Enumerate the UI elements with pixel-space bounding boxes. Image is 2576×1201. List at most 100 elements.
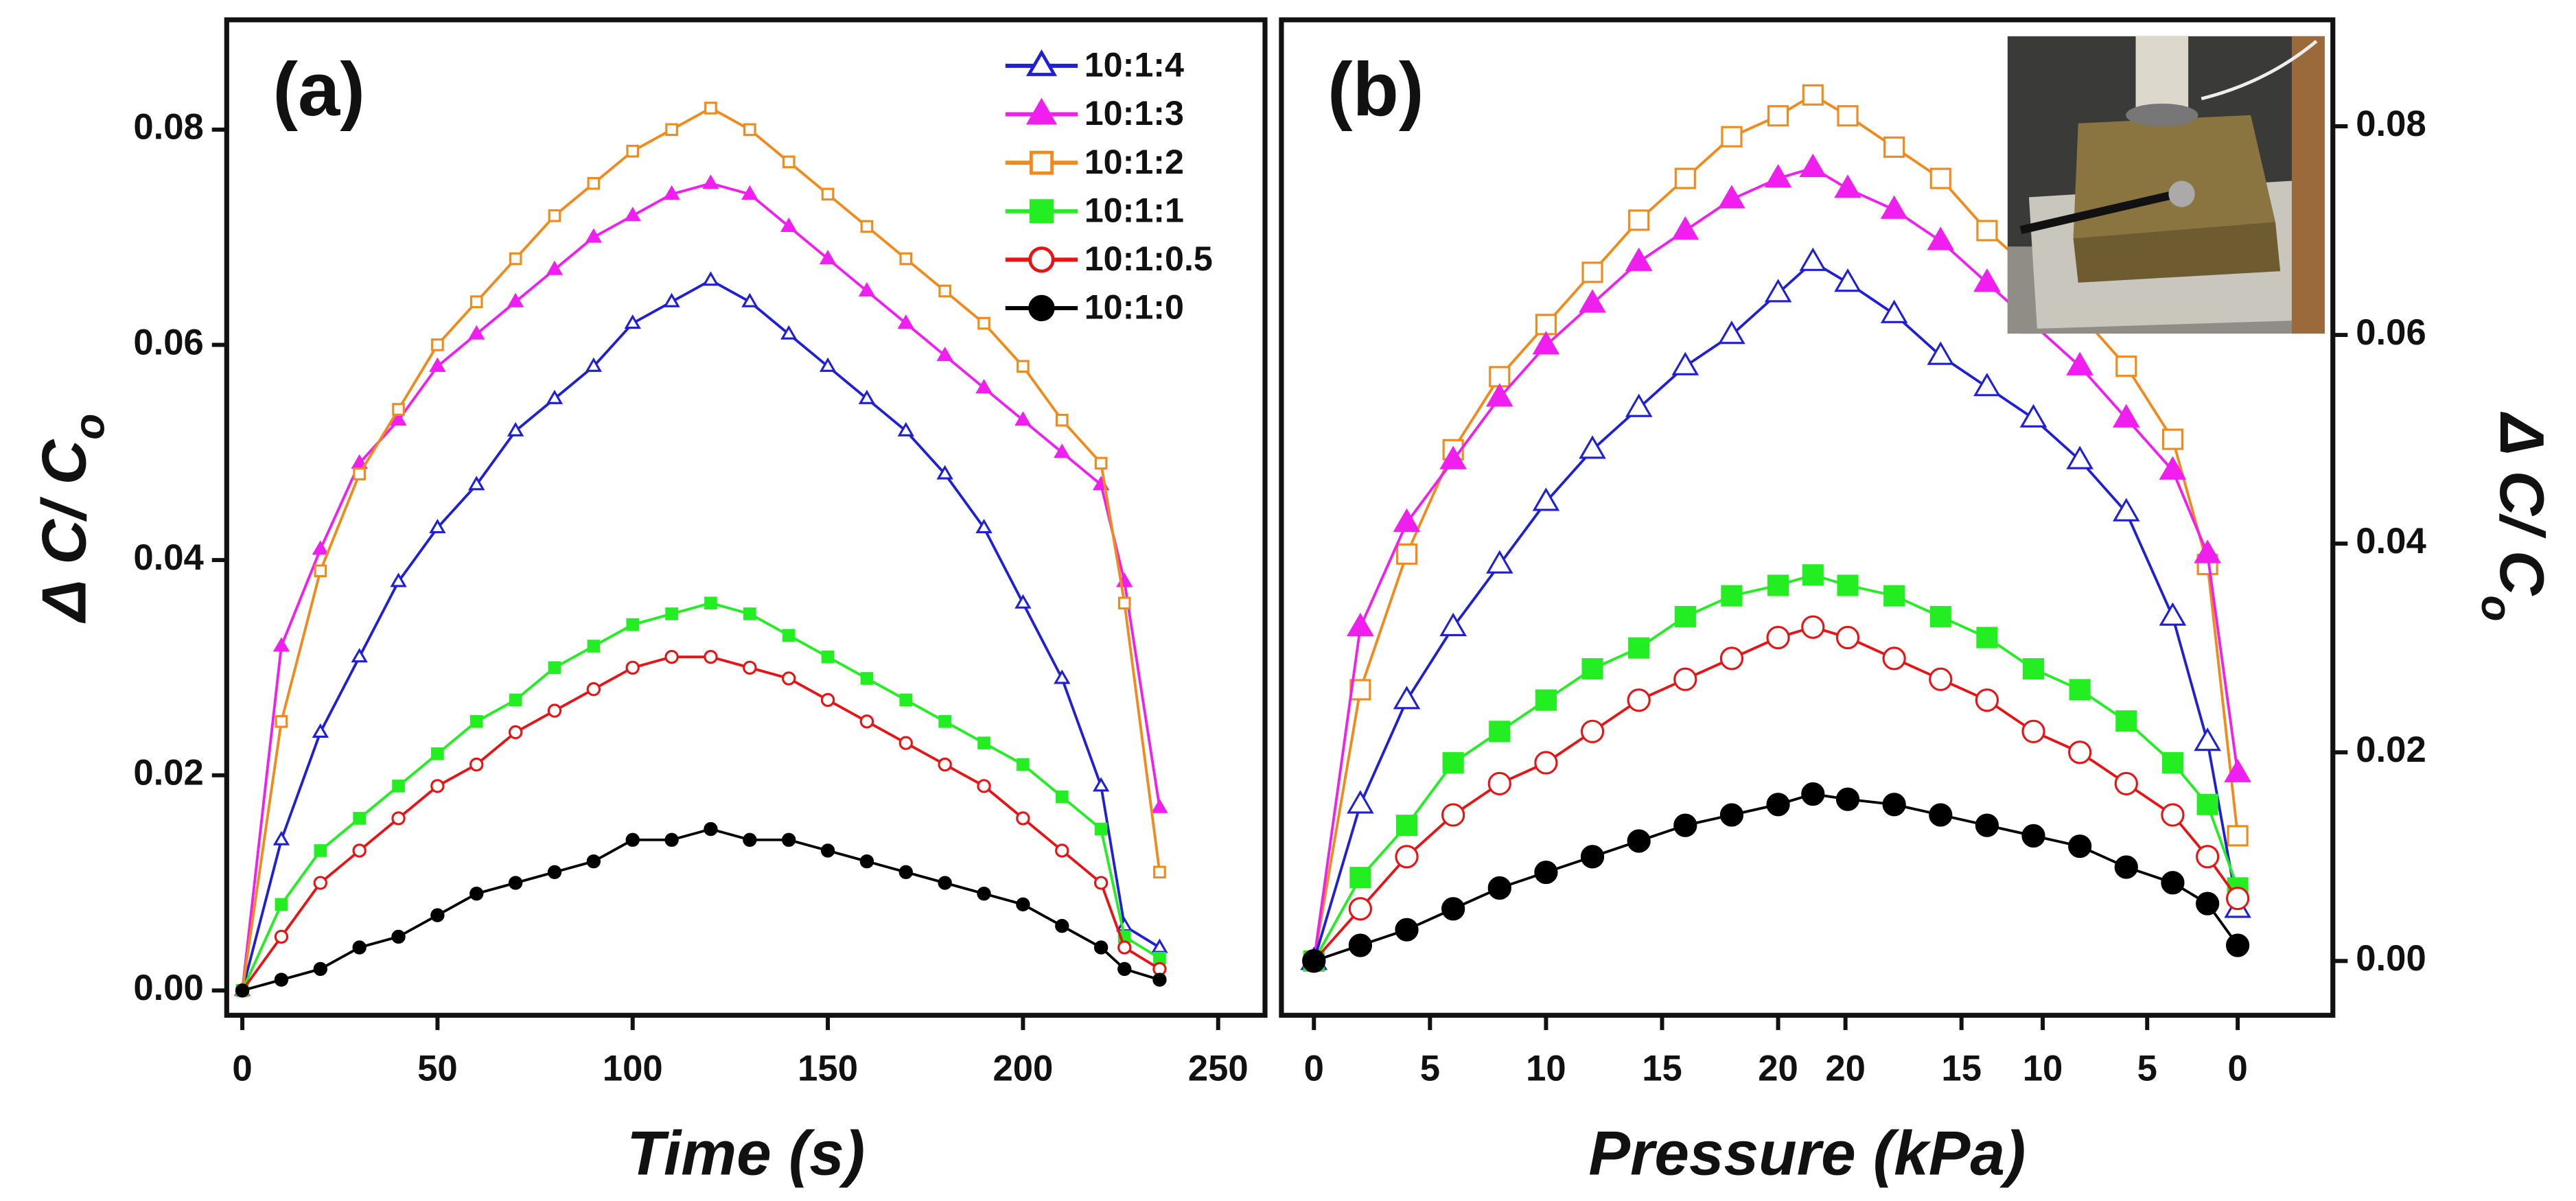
x-tick-label: 20 xyxy=(1825,1049,1866,1089)
marker xyxy=(430,779,445,793)
marker xyxy=(1030,199,1054,224)
marker xyxy=(704,650,718,664)
marker xyxy=(546,260,564,275)
legend-label: 10:1:0 xyxy=(1084,288,1184,327)
marker xyxy=(1766,793,1790,817)
inset-photo xyxy=(2007,36,2325,334)
marker xyxy=(1151,798,1168,813)
marker xyxy=(821,650,835,664)
marker xyxy=(1395,918,1419,942)
marker xyxy=(272,637,290,652)
marker xyxy=(1017,758,1030,771)
marker xyxy=(2066,445,2093,469)
marker xyxy=(275,714,288,728)
marker xyxy=(1883,136,1905,158)
marker xyxy=(431,747,444,760)
marker xyxy=(2161,751,2183,773)
marker xyxy=(1673,667,1697,691)
marker xyxy=(1302,949,1326,973)
marker xyxy=(625,660,640,675)
marker xyxy=(272,830,290,846)
marker xyxy=(898,865,913,879)
marker xyxy=(1348,897,1373,921)
marker xyxy=(507,421,524,436)
marker xyxy=(1927,226,1955,250)
marker xyxy=(1719,803,1744,827)
x-tick-label: 0 xyxy=(232,1049,252,1089)
marker xyxy=(1929,167,1951,189)
marker xyxy=(546,389,564,404)
y-axis-title: Δ C/ Co xyxy=(2472,412,2556,622)
marker xyxy=(938,284,951,298)
marker xyxy=(899,693,913,707)
marker xyxy=(313,876,327,890)
marker xyxy=(313,961,327,977)
marker xyxy=(1117,961,1132,977)
marker xyxy=(1395,543,1418,565)
marker xyxy=(2114,855,2138,879)
marker xyxy=(1880,195,1908,219)
marker xyxy=(820,843,835,858)
marker xyxy=(1764,279,1792,303)
legend-entry: 10:1:0.5 xyxy=(1005,240,1213,278)
marker xyxy=(392,780,405,793)
marker xyxy=(975,379,993,394)
marker xyxy=(1532,487,1560,511)
series xyxy=(233,271,1168,996)
marker xyxy=(468,476,485,491)
marker xyxy=(2115,355,2137,377)
marker xyxy=(1580,719,1605,743)
series xyxy=(235,102,1166,997)
marker xyxy=(1489,721,1511,743)
marker xyxy=(780,325,798,340)
series-line xyxy=(241,106,1161,991)
marker xyxy=(665,607,678,620)
marker xyxy=(2114,771,2138,795)
marker xyxy=(547,703,562,718)
marker xyxy=(1094,456,1108,470)
marker xyxy=(1674,606,1696,628)
marker xyxy=(702,174,719,189)
marker xyxy=(2068,741,2092,765)
marker xyxy=(1489,366,1511,388)
marker xyxy=(821,187,835,201)
marker xyxy=(2022,658,2045,680)
marker xyxy=(2112,498,2140,522)
marker xyxy=(936,347,953,362)
marker xyxy=(507,292,524,307)
marker xyxy=(1837,105,1859,127)
marker xyxy=(469,757,484,772)
marker xyxy=(2194,539,2221,563)
marker xyxy=(1834,268,1861,292)
marker xyxy=(664,650,679,664)
marker xyxy=(1487,771,1511,795)
marker xyxy=(819,249,837,265)
marker xyxy=(1347,790,1374,814)
legend-label: 10:1:3 xyxy=(1084,94,1184,132)
marker xyxy=(2161,871,2185,895)
marker xyxy=(1579,435,1606,459)
marker xyxy=(1976,220,1998,242)
x-tick-label: 50 xyxy=(417,1049,458,1089)
marker xyxy=(2019,404,2047,428)
marker xyxy=(235,983,250,998)
marker xyxy=(704,102,717,115)
marker xyxy=(2161,428,2183,450)
marker xyxy=(859,854,874,869)
marker xyxy=(274,972,289,987)
series-line xyxy=(1312,166,2240,961)
marker xyxy=(2161,803,2185,827)
marker xyxy=(1030,150,1054,175)
marker xyxy=(898,736,913,750)
y-tick-label: 0.00 xyxy=(133,968,203,1008)
marker xyxy=(312,723,329,738)
marker xyxy=(1673,813,1697,837)
marker xyxy=(1055,919,1069,933)
marker xyxy=(1718,185,1745,209)
marker xyxy=(1028,246,1055,273)
marker xyxy=(626,618,640,631)
marker xyxy=(1092,777,1110,792)
marker xyxy=(1153,865,1166,879)
marker xyxy=(977,316,990,330)
